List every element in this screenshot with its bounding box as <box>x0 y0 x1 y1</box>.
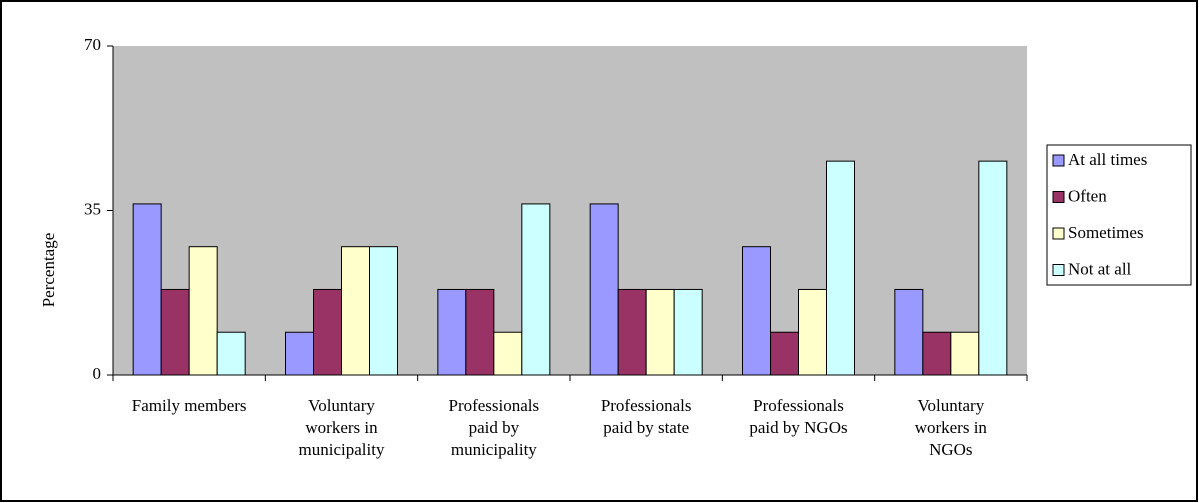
bar <box>922 331 952 376</box>
bar <box>798 288 827 376</box>
bar <box>465 288 495 376</box>
legend-label: Often <box>1068 186 1107 205</box>
bar <box>589 203 619 376</box>
bar <box>160 288 190 376</box>
y-tick-label: 0 <box>93 364 102 383</box>
bar <box>132 203 162 376</box>
legend-swatch <box>1052 191 1065 203</box>
bar <box>341 246 370 376</box>
legend-swatch <box>1052 264 1065 276</box>
legend-label: At all times <box>1068 150 1147 169</box>
bar <box>313 288 342 376</box>
bar <box>369 246 398 376</box>
bar <box>673 288 703 376</box>
bar <box>188 246 218 376</box>
bar <box>285 331 314 376</box>
y-tick-label: 35 <box>84 199 101 218</box>
x-tick-label: Professionals paid by NGOs <box>749 396 848 437</box>
plot-area <box>113 46 1027 375</box>
bar <box>617 288 647 376</box>
bar <box>742 246 771 376</box>
x-tick-label: Voluntary workers in NGOs <box>914 396 987 459</box>
legend-label: Not at all <box>1068 259 1132 278</box>
bar <box>645 288 675 376</box>
bar <box>216 331 246 376</box>
x-tick-label: Professionals paid by municipality <box>448 396 540 459</box>
legend-label: Sometimes <box>1068 223 1144 242</box>
bar <box>894 288 924 376</box>
x-tick-label: Professionals paid by state <box>600 396 692 437</box>
x-tick-label: Voluntary workers in municipality <box>298 396 385 459</box>
bar <box>826 160 855 376</box>
bar <box>493 331 523 376</box>
bar <box>770 331 799 376</box>
legend-box <box>1046 144 1192 286</box>
bar <box>437 288 467 376</box>
x-tick-label: Family members <box>131 396 247 415</box>
bar <box>950 331 980 376</box>
legend-swatch <box>1052 227 1065 240</box>
legend-swatch <box>1052 154 1065 167</box>
bar <box>978 160 1008 376</box>
y-axis-label: Percentage <box>39 233 58 308</box>
y-tick-label: 70 <box>84 35 101 54</box>
bar <box>521 203 551 376</box>
